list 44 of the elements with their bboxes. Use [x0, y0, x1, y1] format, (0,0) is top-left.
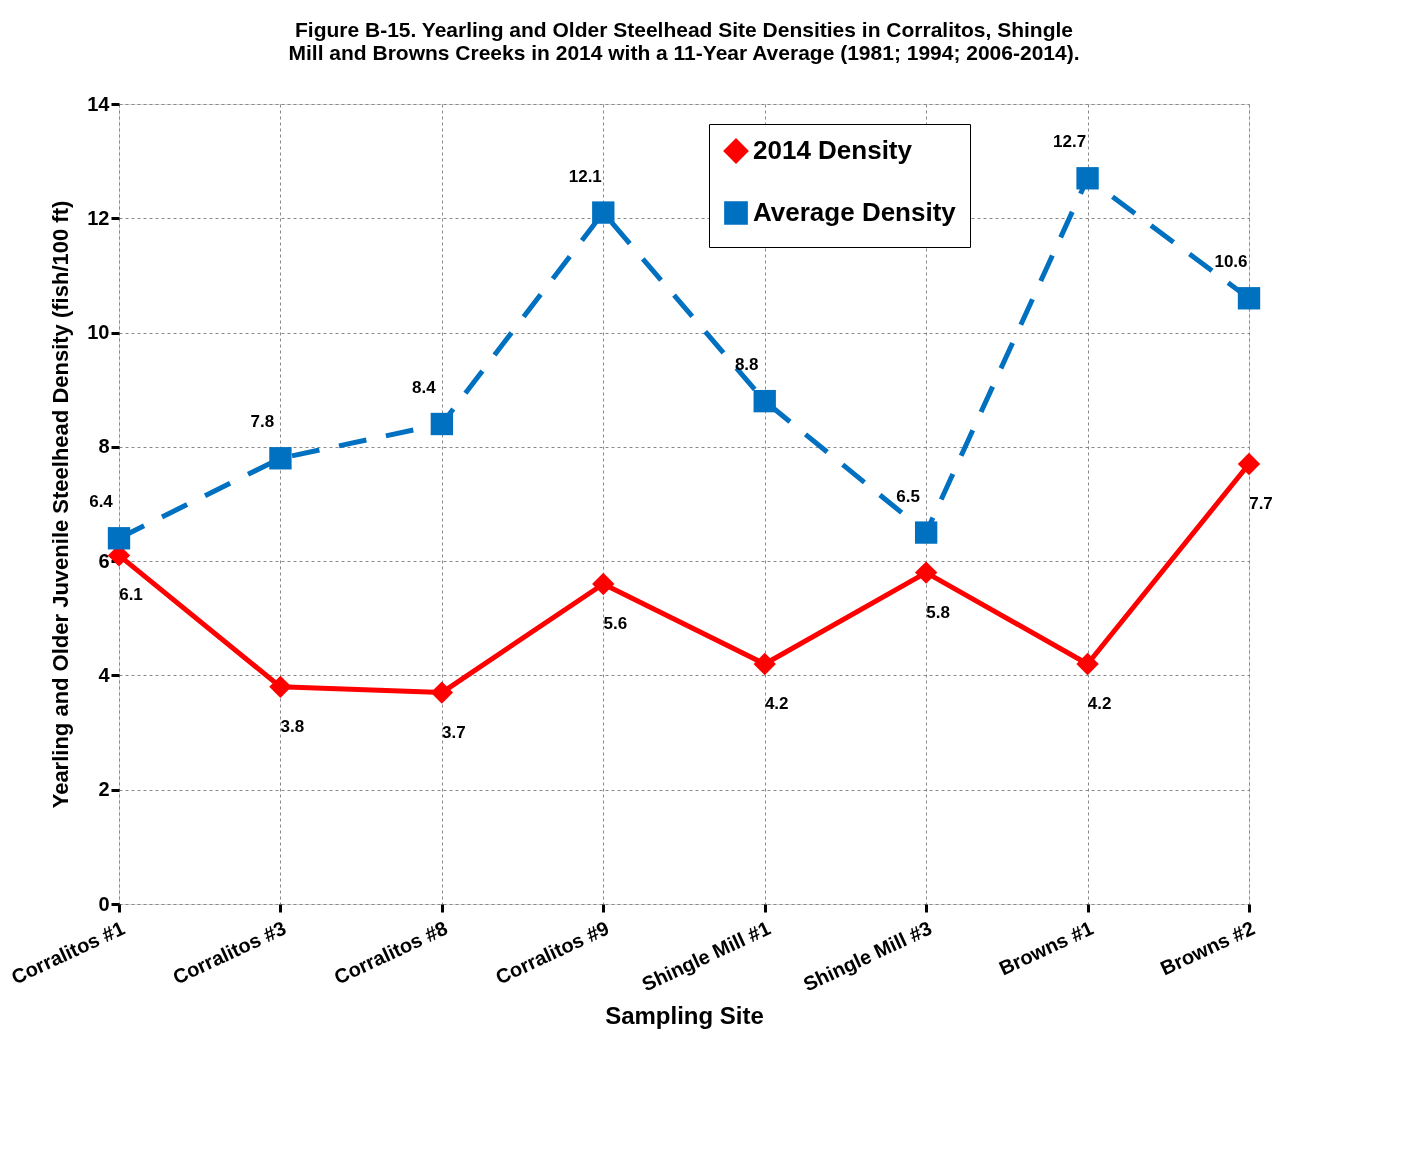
data-label: 3.8	[280, 716, 305, 736]
data-label: 10.6	[1214, 252, 1248, 272]
point	[1237, 287, 1261, 310]
y-tick-label: 6	[98, 549, 110, 572]
data-label: 3.7	[442, 722, 466, 742]
point	[430, 412, 454, 436]
y-tick-label: 14	[87, 92, 111, 115]
data-label: 5.6	[603, 614, 628, 633]
data-label: 7.8	[250, 412, 275, 432]
legend-label: Average Density	[753, 197, 957, 227]
point	[592, 201, 615, 224]
y-tick-label: 2	[98, 778, 110, 801]
data-label: 6.4	[89, 492, 114, 512]
point	[269, 675, 292, 699]
point	[753, 389, 776, 413]
point	[430, 681, 454, 704]
data-label: 12.1	[568, 166, 602, 186]
y-tick-label: 8	[98, 435, 110, 458]
x-axis-title: Sampling Site	[605, 1002, 764, 1030]
data-label: 6.5	[896, 486, 920, 506]
y-tick-label: 12	[87, 206, 110, 229]
data-label: 6.1	[119, 585, 143, 605]
point	[753, 652, 776, 676]
point	[1076, 167, 1099, 190]
data-label: 7.7	[1249, 494, 1273, 513]
data-label: 4.2	[764, 694, 789, 713]
y-axis-title: Yearling and Older Juvenile Steelhead Density (fish/100 ft)	[48, 200, 74, 809]
point	[269, 447, 292, 470]
point	[107, 527, 131, 550]
legend-label: 2014 Density	[753, 135, 913, 165]
data-label: 8.4	[412, 378, 437, 397]
y-tick-label: 10	[87, 321, 110, 344]
point	[1076, 652, 1099, 676]
point	[914, 521, 938, 544]
y-tick-label: 0	[98, 892, 110, 915]
point	[914, 561, 938, 584]
data-label: 5.8	[926, 602, 950, 622]
point	[592, 572, 615, 596]
data-label: 8.8	[734, 355, 759, 375]
data-label: 4.2	[1087, 694, 1112, 713]
chart-title: Figure B-15. Yearling and Older Steelhead Site Densities in Corralitos, Shingle Mill and Browns Creeks in 2014 with a 11-Year Average (1981; 1994; 2006-2014).	[288, 18, 1080, 64]
data-label: 12.7	[1053, 132, 1087, 152]
y-tick-label: 4	[98, 663, 111, 686]
point	[1237, 452, 1261, 476]
